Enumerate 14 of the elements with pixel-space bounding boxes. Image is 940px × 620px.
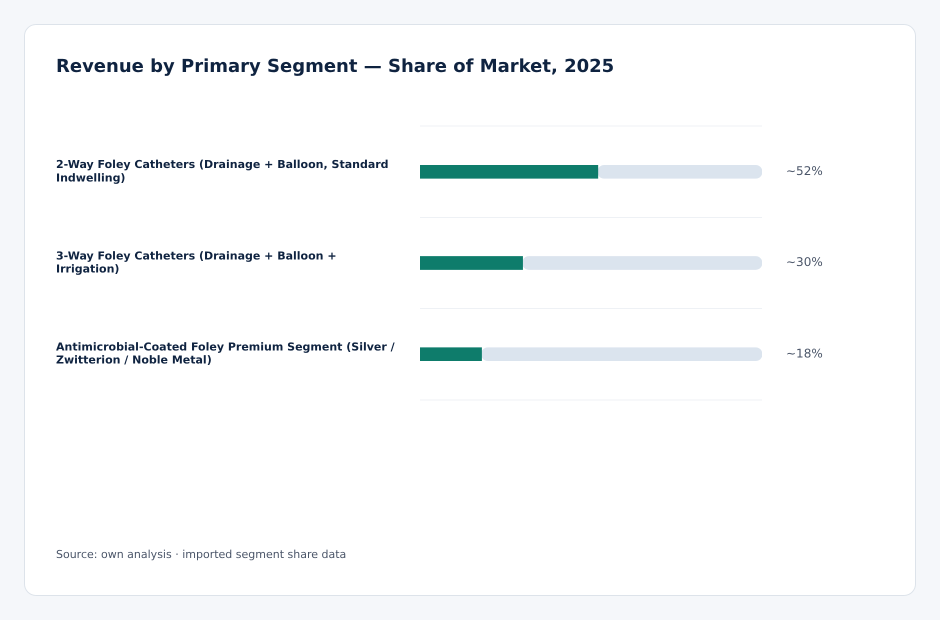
bar xyxy=(420,164,598,179)
bar xyxy=(598,164,762,179)
y-tick-label: 2-Way Foley Catheters (Drainage + Balloon, Standard Indwelling) xyxy=(56,158,389,184)
y-tick-label: Antimicrobial-Coated Foley Premium Segment (Silver / Zwitterion / Noble Metal) xyxy=(56,340,396,367)
bar xyxy=(522,256,762,270)
data-label: ~18% xyxy=(786,346,823,360)
bar xyxy=(420,256,523,270)
data-label: ~52% xyxy=(786,164,823,178)
bar xyxy=(420,347,482,362)
chart-title: Revenue by Primary Segment — Share of Market, 2025 xyxy=(56,56,616,77)
y-tick-label: 3-Way Foley Catheters (Drainage + Balloon + Irrigation) xyxy=(56,249,337,276)
bar xyxy=(481,347,762,362)
data-label: ~30% xyxy=(786,255,823,270)
source-note: Source: own analysis · imported segment share data xyxy=(56,548,346,561)
